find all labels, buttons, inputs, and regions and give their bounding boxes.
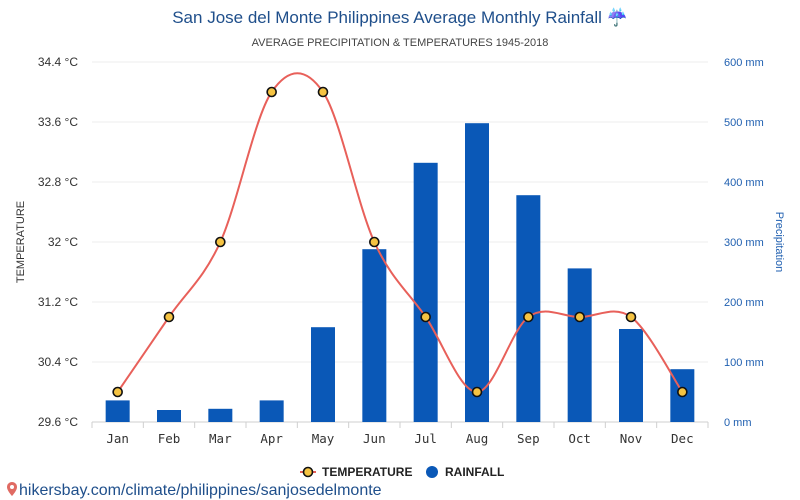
chart-subtitle: AVERAGE PRECIPITATION & TEMPERATURES 194… [252,37,549,49]
legend-temperature-label: TEMPERATURE [322,465,412,479]
right-tick-label: 0 mm [724,417,752,429]
temperature-point-aug [471,386,483,398]
right-tick-label: 300 mm [724,237,764,249]
legend-rainfall-label: RAINFALL [445,465,504,479]
location-pin-icon [7,482,17,496]
gridlines [91,61,709,428]
x-axis-ticks: Jan Feb Mar Apr May Jun Jul Aug Sep Oct Nov Dec [106,431,693,446]
x-tick-label: Jul [414,431,437,446]
left-axis-label: TEMPERATURE [15,201,27,283]
x-tick-label: Jun [363,431,386,446]
right-tick-label: 100 mm [724,357,764,369]
temperature-point-dec [677,386,688,398]
temperature-point-may [317,86,329,98]
rainfall-bar-sep [516,195,541,422]
rainfall-bar-nov [619,329,643,422]
temperature-point-oct [574,311,585,323]
x-tick-label: Nov [620,431,643,446]
x-tick-label: Dec [671,431,694,446]
right-axis-ticks: 0 mm 100 mm 200 mm 300 mm 400 mm 500 mm 600 mm [724,57,764,429]
temperature-point-jul [420,311,431,323]
left-tick-label: 34.4 °C [38,55,78,69]
legend: TEMPERATURE RAINFALL [300,465,504,479]
legend-rainfall-marker [426,466,438,478]
rainfall-bar-apr [259,400,284,422]
rainfall-bar-may [311,327,335,422]
rainfall-bar-oct [567,268,592,422]
x-tick-label: May [312,431,335,446]
rainfall-bar-jun [362,249,387,422]
right-axis-label: Precipitation [773,212,785,273]
left-tick-label: 33.6 °C [38,115,78,129]
footer-source-link[interactable]: hikersbay.com/climate/philippines/sanjos… [19,482,382,499]
right-tick-label: 600 mm [724,57,764,69]
x-tick-label: Mar [209,431,232,446]
temperature-points [112,86,688,398]
legend-temperature-marker [302,466,314,478]
x-tick-label: Oct [568,431,591,446]
rainfall-bar-mar [208,408,233,422]
x-tick-label: Aug [466,431,489,446]
footer: hikersbay.com/climate/philippines/sanjos… [7,482,382,499]
left-tick-label: 29.6 °C [38,415,78,429]
chart-title: San Jose del Monte Philippines Average M… [172,7,628,27]
temperature-point-sep [523,311,534,323]
rainfall-bar-jan [105,400,130,422]
left-tick-label: 32 °C [48,235,78,249]
rainfall-bar-aug [465,123,489,422]
left-tick-label: 32.8 °C [38,175,78,189]
temperature-point-nov [625,311,637,323]
rainfall-bar-feb [157,410,181,422]
left-tick-label: 31.2 °C [38,295,78,309]
x-tick-label: Sep [517,431,540,446]
left-tick-label: 30.4 °C [38,355,78,369]
temperature-point-jun [369,236,380,248]
temperature-point-mar [215,236,226,248]
rainfall-bar-jul [413,162,438,423]
temperature-point-jan [112,386,123,398]
right-tick-label: 500 mm [724,117,764,129]
temperature-point-feb [163,311,175,323]
temperature-line [116,72,684,394]
right-tick-label: 400 mm [724,177,764,189]
temperature-point-apr [266,86,277,98]
x-tick-label: Feb [158,431,181,446]
x-tick-label: Apr [260,431,283,446]
x-tick-label: Jan [106,431,129,446]
right-tick-label: 200 mm [724,297,764,309]
left-axis-ticks: 29.6 °C 30.4 °C 31.2 °C 32 °C 32.8 °C 33.6 °C… [38,55,78,429]
rainfall-bars [105,123,695,423]
